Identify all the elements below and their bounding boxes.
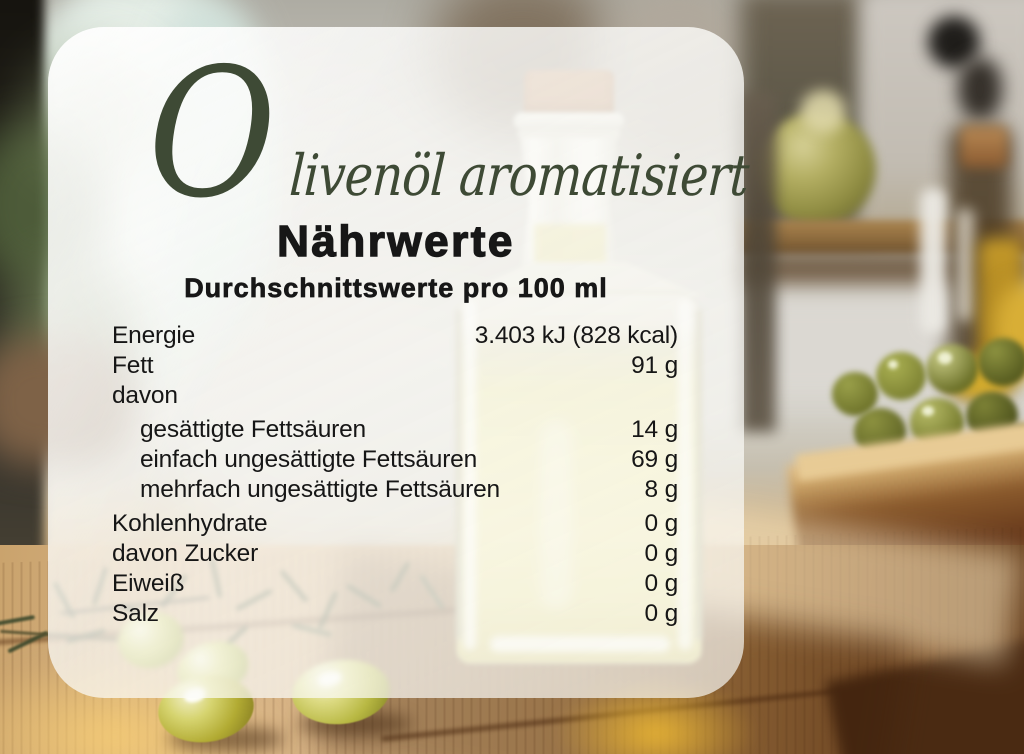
nutrition-value: 69 g bbox=[631, 446, 678, 473]
wall-decor bbox=[958, 58, 1002, 120]
nutrition-table: Energie 3.403 kJ (828 kcal) Fett 91 g davon g… bbox=[112, 321, 678, 629]
nutrition-value: 8 g bbox=[644, 476, 679, 503]
nutrition-label: Eiweiß bbox=[112, 570, 185, 597]
olive bbox=[926, 344, 978, 394]
nutrition-value: 3.403 kJ (828 kcal) bbox=[474, 322, 678, 349]
olive-highlight bbox=[888, 360, 898, 369]
glass-highlight bbox=[956, 208, 974, 322]
nutrition-value: 91 g bbox=[631, 352, 678, 379]
olive bbox=[876, 352, 926, 400]
nutrition-value: 14 g bbox=[631, 416, 678, 443]
glass-highlight bbox=[920, 188, 946, 334]
olive bbox=[978, 338, 1024, 386]
nutrition-label: Fett bbox=[112, 352, 154, 379]
nutrition-row: mehrfach ungesättigte Fettsäuren 8 g bbox=[112, 475, 678, 505]
nutrition-value: 0 g bbox=[644, 600, 679, 627]
nutrition-label: Energie bbox=[112, 322, 196, 349]
nutrition-label: davon Zucker bbox=[112, 540, 259, 567]
title-rest: livenöl aromatisiert bbox=[287, 143, 751, 209]
nutrition-row: davon Zucker 0 g bbox=[112, 539, 678, 569]
title-initial: O bbox=[148, 30, 277, 237]
cork-right-bottle bbox=[960, 126, 1008, 168]
nutrition-label: Kohlenhydrate bbox=[112, 510, 268, 537]
background-shadow bbox=[740, 92, 776, 432]
nutrition-value: 0 g bbox=[644, 510, 679, 537]
nutrition-row: gesättigte Fettsäuren 14 g bbox=[112, 415, 678, 445]
nutrition-label: Salz bbox=[112, 600, 159, 627]
nutrition-row: Salz 0 g bbox=[112, 599, 678, 629]
nutrition-row: einfach ungesättigte Fettsäuren 69 g bbox=[112, 445, 678, 475]
nutrition-label: einfach ungesättigte Fettsäuren bbox=[140, 446, 478, 473]
nutrition-value: 0 g bbox=[644, 570, 679, 597]
nutrition-subheading: Durchschnittswerte pro 100 ml bbox=[184, 273, 608, 304]
bokeh-highlight bbox=[800, 90, 846, 134]
nutrition-label: gesättigte Fettsäuren bbox=[140, 416, 366, 443]
nutrition-value: 0 g bbox=[644, 540, 679, 567]
nutrition-row: Energie 3.403 kJ (828 kcal) bbox=[112, 321, 678, 351]
nutrition-heading: Nährwerte bbox=[276, 216, 515, 266]
card-content: O livenöl aromatisiert Nährwerte Durchsc… bbox=[48, 27, 750, 698]
nutrition-row: Fett 91 g bbox=[112, 351, 678, 381]
nutrition-label: davon bbox=[112, 382, 178, 409]
nutrition-label: mehrfach ungesättigte Fettsäuren bbox=[140, 476, 500, 503]
nutrition-row: Kohlenhydrate 0 g bbox=[112, 509, 678, 539]
nutrition-row: davon bbox=[112, 381, 678, 411]
product-title: O livenöl aromatisiert bbox=[148, 30, 750, 237]
olive-highlight bbox=[922, 406, 934, 416]
nutrition-row: Eiweiß 0 g bbox=[112, 569, 678, 599]
olive-highlight bbox=[938, 352, 952, 364]
